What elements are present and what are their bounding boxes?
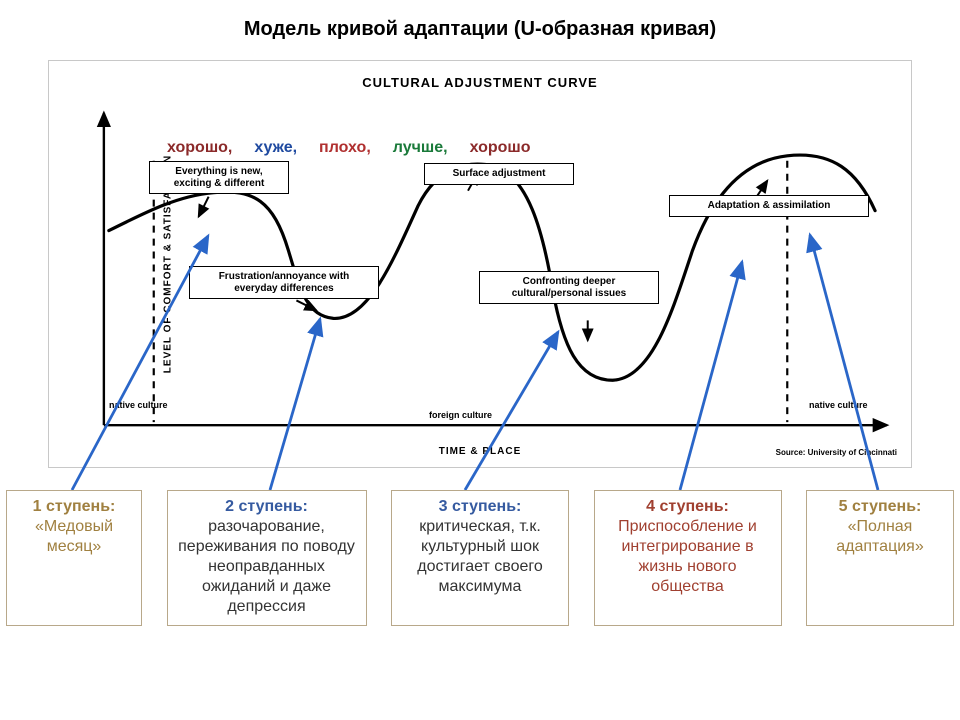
stage-row: 1 ступень:«Медовый месяц»2 ступень:разоч… bbox=[6, 490, 954, 626]
stage-body: «Медовый месяц» bbox=[13, 517, 135, 557]
stage-title: 1 ступень: bbox=[13, 497, 135, 517]
stage-title: 4 ступень: bbox=[601, 497, 775, 517]
phase-labels-row: хорошо, хуже, плохо, лучше, хорошо bbox=[167, 139, 871, 157]
stage-box: 3 ступень:критическая, т.к. культурный ш… bbox=[391, 490, 569, 626]
phase-label: хорошо, bbox=[167, 139, 232, 157]
caption-box: Frustration/annoyance with everyday diff… bbox=[189, 266, 379, 299]
caption-box: Adaptation & assimilation bbox=[669, 195, 869, 217]
stage-box: 5 ступень:«Полная адаптация» bbox=[806, 490, 954, 626]
zone-label: native culture bbox=[809, 401, 899, 410]
stage-box: 1 ступень:«Медовый месяц» bbox=[6, 490, 142, 626]
caption-box: Surface adjustment bbox=[424, 163, 574, 185]
stage-body: критическая, т.к. культурный шок достига… bbox=[398, 517, 562, 597]
stage-title: 5 ступень: bbox=[813, 497, 947, 517]
stage-title: 3 ступень: bbox=[398, 497, 562, 517]
caption-box: Confronting deeper cultural/personal iss… bbox=[479, 271, 659, 304]
phase-label: хуже, bbox=[254, 139, 297, 157]
phase-label: хорошо bbox=[470, 139, 531, 157]
stage-body: разочарование, переживания по поводу нео… bbox=[174, 517, 360, 617]
stage-box: 2 ступень:разочарование, переживания по … bbox=[167, 490, 367, 626]
zone-label: native culture bbox=[109, 401, 199, 410]
stage-body: «Полная адаптация» bbox=[813, 517, 947, 557]
page-title: Модель кривой адаптации (U-образная крив… bbox=[0, 18, 960, 41]
zone-label: foreign culture bbox=[429, 411, 519, 420]
caption-box: Everything is new, exciting & different bbox=[149, 161, 289, 194]
stage-box: 4 ступень:Приспособление и интегрировани… bbox=[594, 490, 782, 626]
phase-label: лучше, bbox=[393, 139, 448, 157]
chart-panel: CULTURAL ADJUSTMENT CURVE LEVEL OF COMFO… bbox=[48, 60, 912, 468]
stage-body: Приспособление и интегрирование в жизнь … bbox=[601, 517, 775, 597]
phase-label: плохо, bbox=[319, 139, 371, 157]
stage-title: 2 ступень: bbox=[174, 497, 360, 517]
